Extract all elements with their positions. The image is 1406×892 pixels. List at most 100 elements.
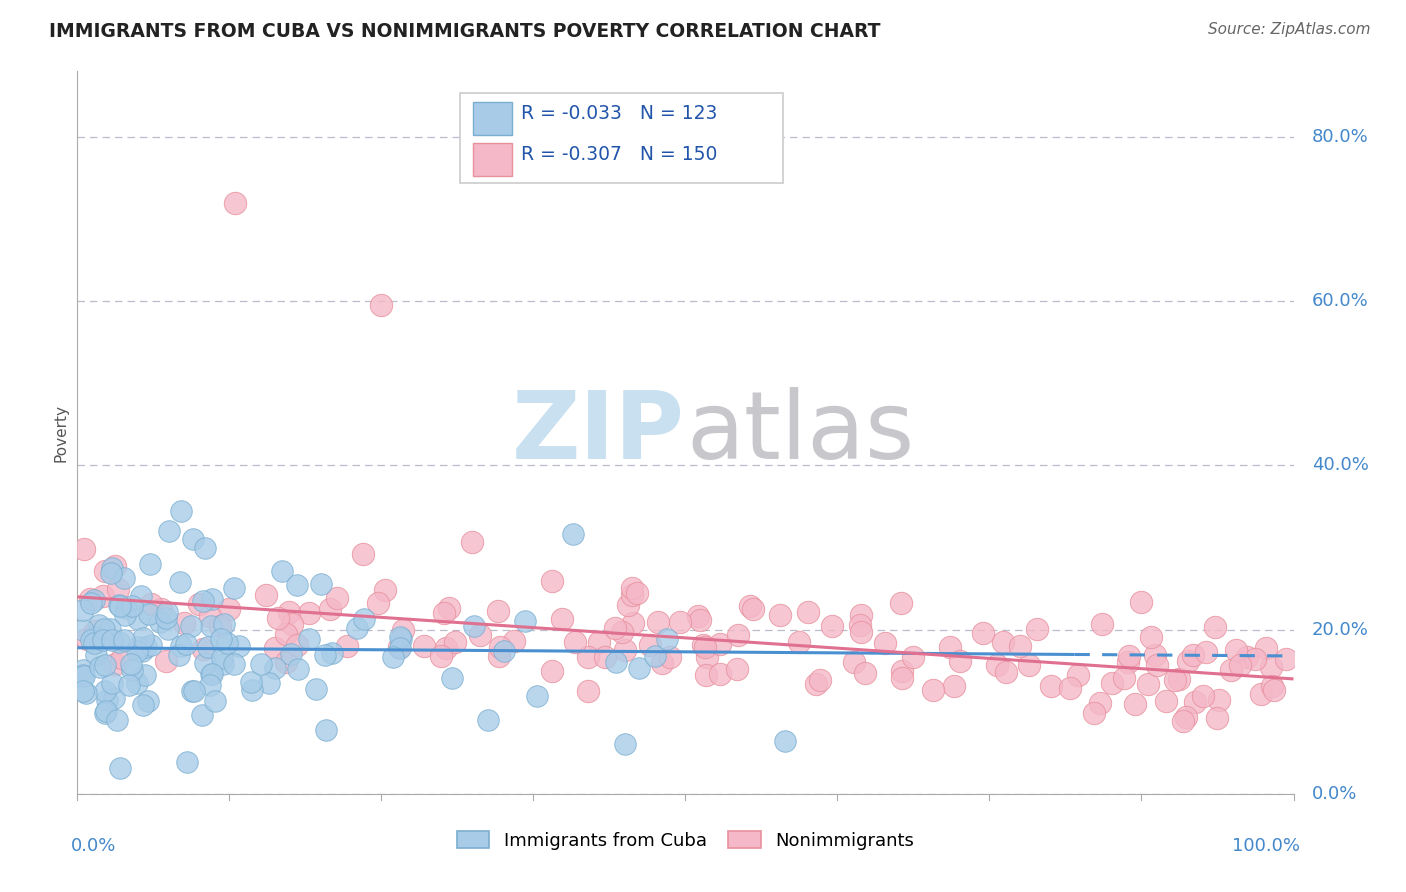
Point: [280, 617, 302, 632]
Point: [853, 666, 876, 681]
Point: [1204, 619, 1226, 633]
Point: [84, 648, 107, 662]
Point: [381, 649, 404, 664]
Point: [461, 535, 484, 549]
Point: [105, 713, 128, 727]
Point: [228, 639, 250, 653]
Point: [889, 596, 911, 610]
Point: [1181, 648, 1204, 662]
Point: [191, 642, 214, 657]
Point: [91, 589, 114, 603]
Point: [200, 667, 222, 681]
Text: 80.0%: 80.0%: [1312, 128, 1368, 146]
Point: [96, 692, 118, 706]
Point: [257, 676, 280, 690]
Point: [155, 611, 177, 625]
Point: [149, 602, 172, 616]
Point: [155, 655, 177, 669]
FancyBboxPatch shape: [472, 143, 512, 176]
Text: 100.0%: 100.0%: [1232, 838, 1299, 855]
Point: [1205, 711, 1227, 725]
Point: [849, 625, 872, 640]
Point: [515, 614, 537, 628]
Point: [389, 630, 412, 644]
Point: [668, 615, 690, 629]
Point: [1171, 714, 1194, 728]
Text: 0.0%: 0.0%: [72, 838, 117, 855]
Point: [1243, 651, 1265, 665]
Point: [620, 589, 643, 603]
Point: [695, 667, 717, 681]
Point: [138, 607, 160, 622]
Point: [891, 665, 914, 679]
Point: [353, 612, 375, 626]
Point: [285, 578, 308, 592]
Point: [769, 608, 792, 623]
Point: [1177, 654, 1199, 668]
Point: [211, 657, 233, 671]
Point: [72, 663, 94, 677]
Point: [325, 591, 347, 606]
Point: [890, 671, 912, 685]
Point: [98, 622, 121, 636]
Point: [112, 632, 135, 647]
Point: [112, 571, 135, 585]
Point: [1263, 683, 1285, 698]
Point: [695, 640, 717, 654]
FancyBboxPatch shape: [460, 93, 783, 184]
Point: [1101, 676, 1123, 690]
Point: [434, 641, 457, 656]
Point: [121, 663, 143, 677]
Point: [477, 713, 499, 727]
Point: [170, 639, 193, 653]
Point: [224, 195, 246, 210]
Point: [271, 564, 294, 578]
Point: [655, 632, 678, 646]
Point: [201, 591, 224, 606]
Point: [578, 650, 600, 665]
Point: [80, 596, 103, 610]
Point: [612, 625, 634, 640]
Y-axis label: Poverty: Poverty: [53, 403, 69, 462]
Point: [200, 608, 222, 623]
Point: [1219, 663, 1241, 677]
Point: [139, 638, 162, 652]
Point: [613, 737, 636, 751]
Text: atlas: atlas: [686, 386, 915, 479]
Point: [83, 630, 105, 644]
Point: [181, 533, 204, 547]
Point: [336, 639, 359, 653]
Point: [486, 604, 509, 618]
Point: [263, 641, 285, 656]
Point: [104, 558, 127, 573]
Point: [139, 557, 162, 571]
Point: [1195, 645, 1218, 659]
Point: [1083, 706, 1105, 721]
Point: [209, 632, 232, 646]
Point: [131, 631, 153, 645]
Point: [107, 634, 129, 648]
Point: [250, 657, 273, 671]
Point: [626, 585, 648, 599]
Point: [1236, 649, 1258, 664]
Point: [995, 665, 1018, 679]
Point: [89, 659, 111, 673]
Point: [1112, 671, 1135, 685]
Point: [1260, 659, 1282, 673]
Point: [638, 638, 661, 652]
Point: [287, 662, 309, 676]
Point: [922, 682, 945, 697]
Point: [80, 632, 103, 647]
Point: [986, 658, 1008, 673]
Point: [131, 643, 153, 657]
Point: [107, 582, 129, 596]
Point: [104, 657, 127, 671]
Point: [849, 618, 872, 632]
Point: [157, 524, 180, 538]
Point: [367, 596, 389, 610]
Point: [617, 598, 640, 612]
Point: [1192, 689, 1215, 703]
Point: [797, 605, 820, 619]
Point: [167, 648, 190, 662]
Point: [1208, 693, 1230, 707]
